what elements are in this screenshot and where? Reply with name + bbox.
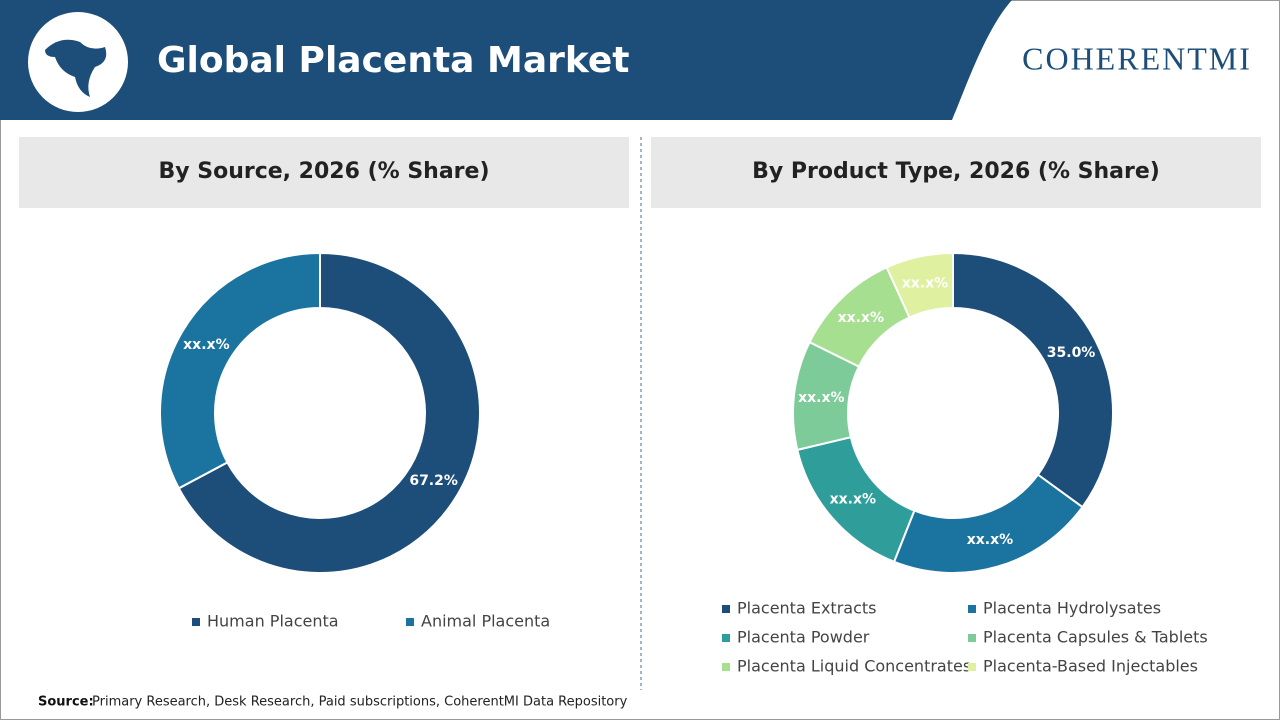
panel-header xyxy=(19,137,629,208)
data-label: 35.0% xyxy=(1047,345,1096,361)
legend-marker xyxy=(192,618,200,626)
legend-marker xyxy=(722,663,730,671)
donut-segment xyxy=(885,251,954,319)
source-label: Source: xyxy=(38,695,94,710)
data-label: xx.x% xyxy=(967,532,1013,548)
panel-header xyxy=(651,137,1261,208)
data-label: xx.x% xyxy=(902,276,948,292)
legend-marker xyxy=(968,634,976,642)
legend-label: Animal Placenta xyxy=(421,612,550,631)
legend-label: Placenta-Based Injectables xyxy=(983,657,1198,676)
legend-marker xyxy=(406,618,414,626)
page-title: Global Placenta Market xyxy=(157,40,629,81)
globe-land xyxy=(45,39,107,97)
source-text: Primary Research, Desk Research, Paid su… xyxy=(92,695,628,710)
donut-segment xyxy=(952,251,1114,509)
donut-segment xyxy=(177,251,481,574)
data-label: xx.x% xyxy=(838,310,884,326)
data-label: xx.x% xyxy=(798,390,844,406)
data-label: xx.x% xyxy=(830,492,876,508)
legend-marker xyxy=(722,634,730,642)
legend-label: Human Placenta xyxy=(207,612,339,631)
chart-title: By Source, 2026 (% Share) xyxy=(158,159,489,184)
legend-label: Placenta Hydrolysates xyxy=(983,599,1161,618)
chart-title: By Product Type, 2026 (% Share) xyxy=(752,159,1160,184)
legend-marker xyxy=(968,663,976,671)
data-label: 67.2% xyxy=(409,473,458,489)
legend-marker xyxy=(722,605,730,613)
data-label: xx.x% xyxy=(183,337,229,353)
header-band xyxy=(0,0,1012,120)
legend-label: Placenta Extracts xyxy=(737,599,876,618)
logo: COHERENTMI xyxy=(1022,40,1252,76)
donut-segment xyxy=(159,251,321,490)
legend-label: Placenta Liquid Concentrates xyxy=(737,657,971,676)
legend-label: Placenta Powder xyxy=(737,628,870,647)
legend-label: Placenta Capsules & Tablets xyxy=(983,628,1208,647)
legend-marker xyxy=(968,605,976,613)
